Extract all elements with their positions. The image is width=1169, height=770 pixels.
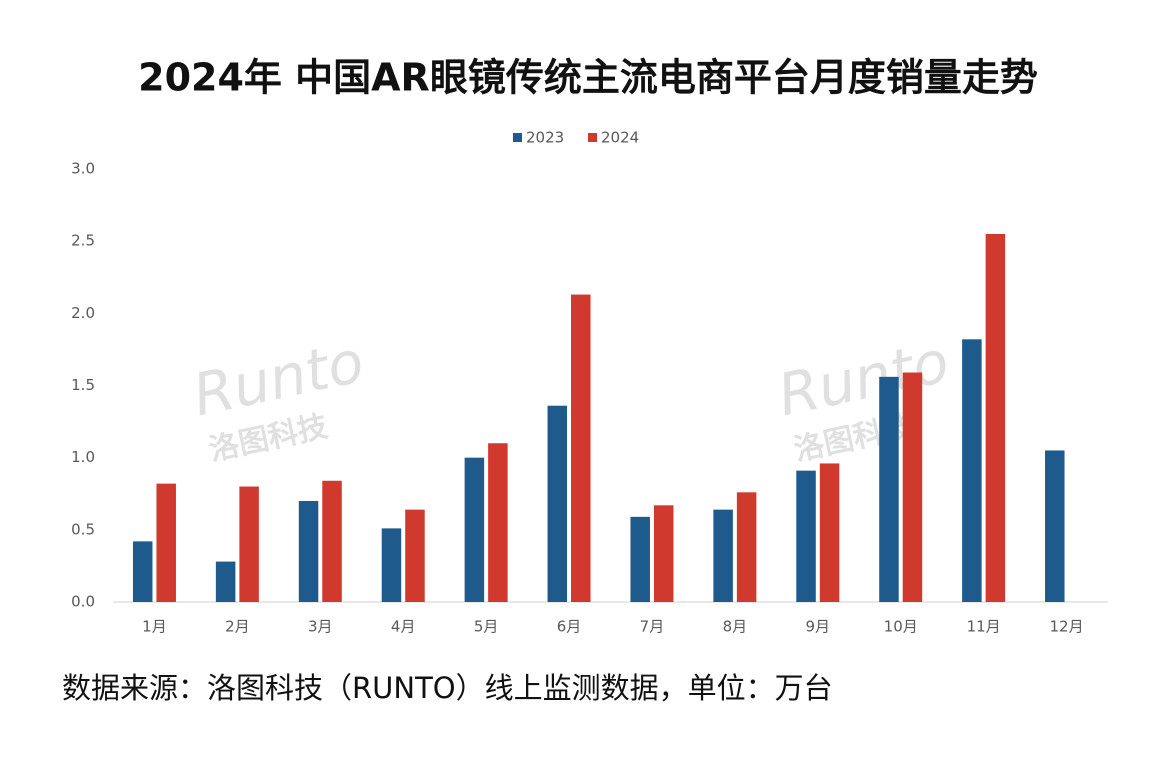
bar xyxy=(239,486,259,602)
bar xyxy=(736,492,757,602)
x-tick-label: 10月 xyxy=(884,618,918,636)
bar xyxy=(902,372,923,602)
bar xyxy=(215,561,236,602)
legend-swatch xyxy=(513,133,522,142)
y-tick-label: 3.0 xyxy=(71,160,95,178)
bar xyxy=(1045,450,1065,602)
x-tick-label: 12月 xyxy=(1049,618,1083,636)
bar xyxy=(381,528,402,602)
bar xyxy=(630,516,650,602)
legend-label: 2023 xyxy=(526,129,564,147)
y-tick-label: 1.5 xyxy=(71,376,95,394)
bar xyxy=(298,500,319,602)
x-tick-label: 3月 xyxy=(308,618,333,636)
x-tick-label: 8月 xyxy=(723,618,748,636)
legend-swatch xyxy=(588,133,597,142)
y-tick-label: 0.5 xyxy=(71,520,95,538)
x-tick-label: 1月 xyxy=(142,618,167,636)
bar xyxy=(985,233,1006,602)
x-tick-label: 2月 xyxy=(225,618,250,636)
x-tick-label: 9月 xyxy=(806,618,831,636)
bar xyxy=(132,541,153,602)
y-tick-label: 1.0 xyxy=(71,448,95,466)
x-tick-label: 4月 xyxy=(391,618,416,636)
bar xyxy=(819,463,840,602)
bar xyxy=(653,505,674,602)
bar xyxy=(879,376,899,602)
y-tick-label: 0.0 xyxy=(71,593,95,611)
y-tick-label: 2.0 xyxy=(71,304,95,322)
y-tick-label: 2.5 xyxy=(71,232,95,250)
bar xyxy=(571,294,591,602)
x-tick-label: 5月 xyxy=(474,618,499,636)
bar xyxy=(405,509,425,602)
bar xyxy=(464,457,485,602)
source-note: 数据来源：洛图科技（RUNTO）线上监测数据，单位：万台 xyxy=(62,671,833,705)
watermark-logo: Runto xyxy=(187,327,369,429)
bar xyxy=(796,470,816,602)
x-tick-label: 6月 xyxy=(557,618,582,636)
legend-label: 2024 xyxy=(601,129,639,147)
bar xyxy=(547,405,568,602)
watermark-logo: Runto xyxy=(772,327,954,429)
bar xyxy=(962,339,982,602)
bar xyxy=(488,443,508,602)
x-tick-label: 7月 xyxy=(640,618,665,636)
bar xyxy=(713,509,733,602)
bar xyxy=(156,483,176,602)
chart-title: 2024年 中国AR眼镜传统主流电商平台月度销量走势 xyxy=(138,56,1038,100)
watermark: Runto 洛图科技 Runto 洛图科技 xyxy=(187,327,954,468)
bar xyxy=(322,480,342,602)
x-tick-label: 11月 xyxy=(967,618,1001,636)
